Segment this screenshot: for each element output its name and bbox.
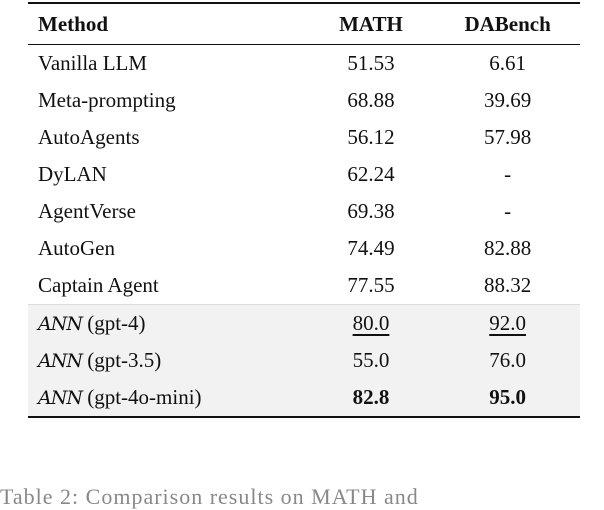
model-variant: (gpt-4o-mini) xyxy=(87,385,202,409)
math-value: 55.0 xyxy=(352,348,390,372)
ann-symbol: ANN xyxy=(38,387,83,409)
math-cell: 82.8 xyxy=(307,379,426,417)
table-caption: Table 2: Comparison results on MATH and xyxy=(0,484,419,509)
method-cell: AgentVerse xyxy=(38,199,136,223)
math-cell: 51.53 xyxy=(347,51,395,75)
dabench-cell: 95.0 xyxy=(425,379,580,417)
table-row: Captain Agent 77.55 88.32 xyxy=(28,267,580,305)
table-row-ann: ANN (gpt-4) 80.0 92.0 xyxy=(28,304,580,343)
dabench-cell: - xyxy=(504,199,512,223)
math-cell: 80.0 xyxy=(307,305,426,343)
math-value: 82.8 xyxy=(352,385,390,409)
table-row-ann: ANN (gpt-3.5) 55.0 76.0 xyxy=(28,342,580,379)
method-cell: Meta-prompting xyxy=(38,88,176,112)
math-cell: 68.88 xyxy=(347,88,395,112)
math-value: 80.0 xyxy=(352,311,390,335)
table-row: AutoAgents 56.12 57.98 xyxy=(28,119,580,156)
math-cell: 77.55 xyxy=(347,273,395,297)
header-math: MATH xyxy=(339,11,403,36)
model-variant: (gpt-4) xyxy=(87,311,146,335)
table-row: AgentVerse 69.38 - xyxy=(28,193,580,230)
dabench-cell: 39.69 xyxy=(483,88,532,112)
method-cell: AutoAgents xyxy=(38,125,140,149)
method-cell: DyLAN xyxy=(38,162,107,186)
method-cell: ANN (gpt-3.5) xyxy=(28,342,307,379)
dabench-cell: 88.32 xyxy=(483,273,532,297)
math-cell: 69.38 xyxy=(347,199,395,223)
dabench-cell: 92.0 xyxy=(425,305,580,343)
math-cell: 55.0 xyxy=(307,342,426,379)
header-dabench: DABench xyxy=(464,11,551,36)
results-table: Method MATH DABench Vanilla LLM 51.53 6.… xyxy=(28,2,580,418)
header-method: Method xyxy=(38,11,108,36)
math-cell: 56.12 xyxy=(347,125,395,149)
dabench-value: 95.0 xyxy=(489,385,526,409)
method-cell: AutoGen xyxy=(38,236,115,260)
model-variant: (gpt-3.5) xyxy=(87,348,162,372)
header-row: Method MATH DABench xyxy=(28,3,580,45)
math-cell: 62.24 xyxy=(347,162,395,186)
dabench-cell: - xyxy=(504,162,512,186)
table-row: AutoGen 74.49 82.88 xyxy=(28,230,580,267)
method-cell: Captain Agent xyxy=(38,273,159,297)
dabench-value: 92.0 xyxy=(489,311,526,335)
ann-symbol: ANN xyxy=(38,350,83,372)
math-cell: 74.49 xyxy=(347,236,395,260)
table-row: DyLAN 62.24 - xyxy=(28,156,580,193)
method-cell: ANN (gpt-4) xyxy=(28,305,307,343)
method-cell: Vanilla LLM xyxy=(38,51,148,75)
method-cell: ANN (gpt-4o-mini) xyxy=(28,379,307,417)
dabench-value: 76.0 xyxy=(489,348,526,372)
table-row: Vanilla LLM 51.53 6.61 xyxy=(28,45,580,83)
dabench-cell: 82.88 xyxy=(483,236,532,260)
dabench-cell: 6.61 xyxy=(489,51,526,75)
table-row-ann: ANN (gpt-4o-mini) 82.8 95.0 xyxy=(28,379,580,417)
dabench-cell: 57.98 xyxy=(483,125,532,149)
table-row: Meta-prompting 68.88 39.69 xyxy=(28,82,580,119)
ann-symbol: ANN xyxy=(38,313,83,335)
dabench-cell: 76.0 xyxy=(425,342,580,379)
